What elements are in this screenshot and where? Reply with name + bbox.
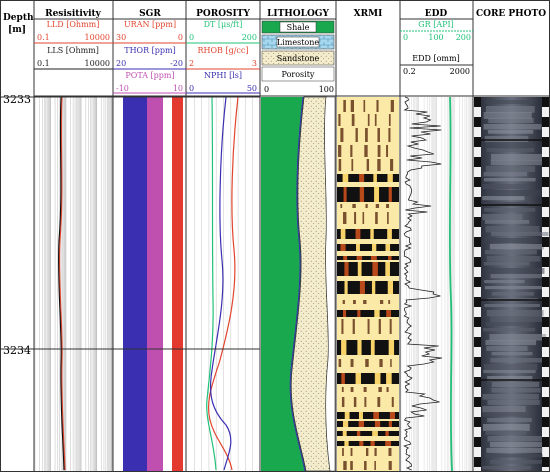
lld-curve	[58, 96, 66, 471]
sgr-thor-band	[123, 97, 147, 471]
dt-curve	[206, 96, 217, 471]
lithology-scale-max: 100	[319, 85, 334, 94]
lls-max: 10000	[85, 59, 110, 68]
rhob-curve-label: RHOB [g/cc]	[198, 46, 249, 55]
depth-title: Depth	[3, 13, 34, 23]
porosity-title: POROSITY	[196, 9, 250, 19]
legend-limestone-label: Limestone	[277, 38, 319, 47]
lithology-title: LITHOLOGY	[267, 9, 329, 19]
depth-column: Depth [m] 3233 3234	[3, 13, 34, 357]
xrmi-title: XRMI	[354, 9, 383, 19]
resistivity-header: Resisitivity LLD [Ohmm] 0.1 10000 LLS [O…	[34, 9, 113, 70]
thor-max: -20	[170, 59, 183, 68]
lithology-boundary-line	[289, 96, 306, 472]
legend-porosity-swatch	[261, 66, 335, 82]
porosity-grid	[194, 97, 253, 471]
legend-shale-box	[279, 21, 317, 33]
resistivity-grid	[34, 97, 113, 471]
uran-min: 30	[116, 33, 126, 42]
depth-unit: [m]	[8, 25, 26, 35]
porosity-header: POROSITY DT [μs/ft] 0 200 RHOB [g/cc] 2 …	[186, 9, 260, 94]
legend-sandstone-label: Sandstone	[277, 54, 320, 63]
edd-max: 2000	[450, 67, 470, 76]
lls-min: 0.1	[37, 59, 50, 68]
lld-min: 0.1	[37, 33, 50, 42]
gr-curve-label: GR [API]	[418, 20, 454, 29]
nphi-min: 0	[189, 84, 194, 93]
sgr-header: SGR URAN [ppm] 30 0 THOR [ppm] 20 -20 PO…	[113, 9, 186, 94]
nphi-max: 50	[247, 84, 257, 93]
gr-tick-0: 0	[403, 33, 408, 42]
lls-curve-label: LLS [Ohmm]	[47, 46, 99, 55]
pota-max: 10	[173, 84, 183, 93]
lld-curve-label: LLD [Ohmm]	[47, 20, 100, 29]
edd-title: EDD	[425, 9, 448, 19]
core-photo	[474, 97, 549, 471]
core-title: CORE PHOTO	[476, 9, 546, 19]
lithology-header: LITHOLOGY Shale Limestone Sandstone Poro…	[260, 9, 336, 94]
dt-min: 0	[189, 33, 194, 42]
lld-max: 10000	[85, 33, 110, 42]
sgr-title: SGR	[139, 9, 161, 19]
uran-max: 0	[178, 33, 183, 42]
edd-curve-label: EDD [omm]	[412, 54, 459, 63]
lithology-porosity-fill	[324, 96, 336, 472]
gr-tick-200: 200	[456, 33, 471, 42]
rhob-max: 3	[252, 59, 257, 68]
legend-sandstone-swatch	[261, 50, 335, 66]
lls-curve	[57, 96, 65, 471]
legend-limestone-box	[276, 36, 320, 48]
legend-porosity-label: Porosity	[282, 70, 315, 79]
dt-curve-label: DT [μs/ft]	[204, 20, 243, 29]
depth-tick-3233: 3233	[3, 93, 31, 106]
sgr-uran-band	[172, 97, 183, 471]
gr-tick-100: 100	[428, 33, 443, 42]
depth-tick-3234: 3234	[3, 344, 31, 357]
pota-min: -10	[116, 84, 129, 93]
xrmi-image	[337, 97, 399, 471]
dt-max: 200	[242, 33, 257, 42]
pota-curve-label: POTA [ppm]	[125, 71, 174, 80]
thor-min: 20	[116, 59, 126, 68]
resistivity-title: Resisitivity	[45, 9, 102, 19]
edd-grid	[400, 97, 473, 471]
uran-curve-label: URAN [ppm]	[124, 20, 176, 29]
rhob-curve	[208, 96, 239, 471]
edd-header: EDD GR [API] 0 100 200 EDD [omm] 0.2 200…	[400, 9, 473, 76]
thor-curve-label: THOR [ppm]	[124, 46, 176, 55]
nphi-curve-label: NPHI [ls]	[204, 71, 242, 80]
nphi-curve	[209, 96, 232, 471]
xrmi-header: XRMI	[354, 9, 383, 19]
edd-curve	[403, 96, 443, 471]
gr-curve	[448, 96, 453, 472]
rhob-min: 2	[189, 59, 194, 68]
legend-shale-label: Shale	[287, 23, 310, 32]
lithology-scale-min: 0	[264, 85, 269, 94]
sgr-pota-band	[147, 97, 163, 471]
edd-min: 0.2	[403, 67, 416, 76]
core-header: CORE PHOTO	[476, 9, 546, 19]
column-separators	[33, 0, 474, 472]
